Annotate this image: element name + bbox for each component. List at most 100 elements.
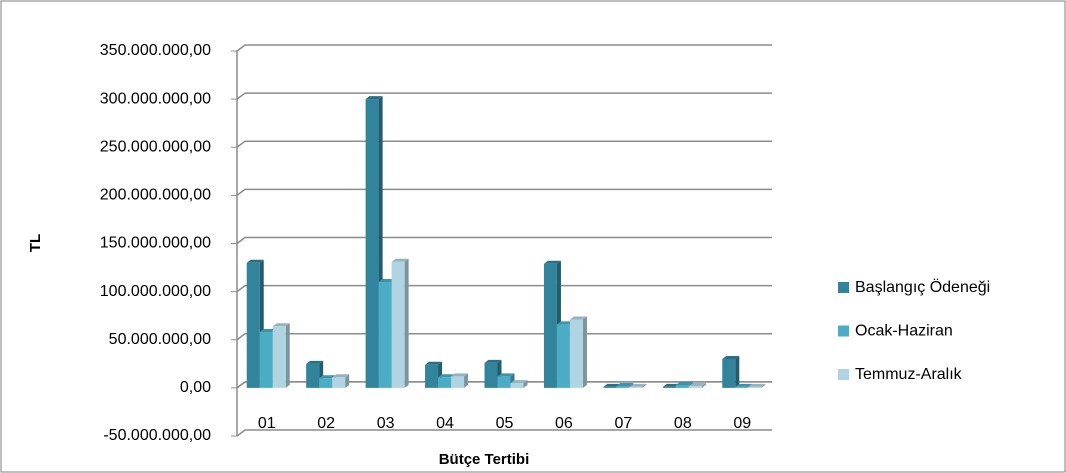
bar-top [662,383,680,387]
bar [629,386,643,388]
y-tick-label: 150.000.000,00 [100,235,211,252]
bar [556,324,570,388]
bar-side [642,383,647,388]
bar-top [306,360,324,364]
bar [722,359,736,388]
bar [675,384,689,388]
y-tick-label: 200.000.000,00 [100,187,211,204]
bar [451,376,465,388]
bar-top [675,381,693,385]
grid-line [236,429,772,437]
bar-top [688,382,706,386]
x-tick-label: 02 [317,415,335,432]
grid-line [236,188,772,196]
y-axis-label: TL [27,234,44,252]
bar-top [438,374,456,378]
x-axis-line [236,381,772,389]
y-tick-label: 0,00 [180,379,211,396]
bar [259,332,273,388]
bar-side [345,374,350,388]
bar-top [259,329,277,333]
bar-top [451,373,469,377]
bar [272,326,286,388]
bar [378,282,392,388]
bar [365,99,379,388]
bar-top [365,96,383,100]
bar-top [722,356,740,359]
bar [438,377,452,388]
bar-side [464,373,469,388]
grid-line [236,236,772,245]
x-axis-label: Bütçe Tertibi [439,451,530,468]
bar [484,362,498,388]
y-tick-label: 350.000.000,00 [100,42,211,59]
bar [603,386,617,388]
bar [306,363,320,388]
bar-side [404,258,409,388]
x-tick-label: 01 [258,415,276,432]
bar-top [497,373,515,377]
bar [510,383,524,388]
bar-top [378,279,396,282]
grid-line [236,284,772,293]
bar [391,261,405,388]
bar [425,364,439,388]
grid-line [236,140,772,148]
bar-top [556,321,574,325]
bar-top [319,375,337,379]
x-tick-label: 06 [555,415,573,432]
x-tick-label: 04 [436,415,454,432]
legend-label: Temmuz-Aralık [855,366,963,383]
y-tick-label: 100.000.000,00 [100,283,211,300]
bar [543,263,557,388]
bar [735,386,749,388]
legend-swatch [838,325,849,337]
x-tick-label: 08 [674,415,692,432]
bar-side [582,316,587,388]
bar-top [735,383,753,387]
bar-side [735,356,740,388]
grid-line [236,92,772,100]
bar-top [603,383,621,387]
bar-top [543,260,561,264]
y-tick-label: -50.000.000,00 [103,427,211,444]
x-tick-label: 03 [377,415,395,432]
y-tick-label: 50.000.000,00 [109,331,211,348]
x-tick-label: 07 [614,415,632,432]
bar [246,262,260,388]
x-tick-label: 05 [496,415,514,432]
y-tick-label: 300.000.000,00 [100,90,211,107]
bar-top [484,359,502,363]
bar [332,377,346,388]
bar [748,386,762,388]
bar-side [761,383,766,388]
bar-top [246,259,264,263]
legend-label: Başlangıç Ödeneği [855,278,990,296]
bar-side [701,382,706,388]
legend-label: Ocak-Haziran [855,323,953,340]
grid-line [236,44,772,52]
grid-line [236,333,772,341]
bar-top [629,383,647,387]
bar-top [391,258,409,262]
bar [569,319,583,388]
bar-top [272,323,290,327]
bar-top [425,361,443,365]
bar-top [510,380,528,384]
bar [497,376,511,388]
y-tick-label: 250.000.000,00 [100,138,211,155]
legend-swatch [838,369,849,380]
bar [662,386,676,388]
legend-swatch [838,282,849,293]
bar-top [569,316,587,320]
bar-top [332,374,350,378]
bar [616,385,630,388]
x-tick-label: 09 [733,415,751,432]
bar [319,378,333,388]
bar-side [285,323,290,388]
bar-top [616,382,634,386]
bar-side [523,380,528,388]
bar-top [748,383,766,387]
bar [688,385,702,388]
